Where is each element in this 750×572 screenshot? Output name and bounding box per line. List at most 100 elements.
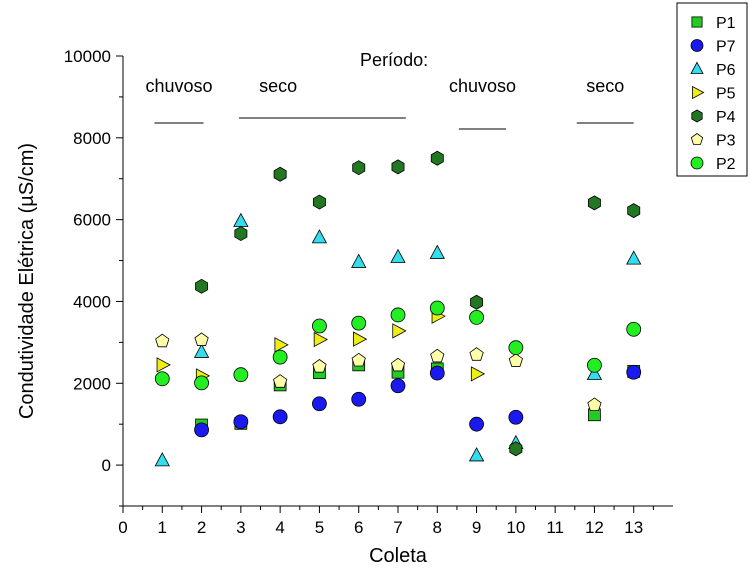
x-tick-label: 2 [197,518,206,537]
data-point [587,195,601,211]
data-point [272,349,288,365]
legend-box [676,2,748,177]
data-point [468,447,485,462]
data-point [195,278,209,294]
data-point [272,409,288,425]
data-point [233,212,249,227]
legend-label: P2 [716,156,736,173]
data-point [627,203,641,219]
data-point [311,229,328,244]
legend-marker [692,85,705,100]
axes: 0 1 2 3 4 5 6 7 8 9 10 11 12 130200040006000800010000… [16,47,673,567]
x-tick-label: 10 [506,518,525,537]
data-point [508,409,524,425]
x-tick-label: 8 [433,518,442,537]
y-tick-label: 6000 [73,211,111,230]
data-point [429,300,445,316]
series-p7 [194,364,642,438]
data-point [194,332,209,346]
data-point [312,194,326,210]
data-point [508,353,523,367]
series-p6 [154,212,642,467]
data-point [194,422,209,438]
data-point [313,331,328,348]
period-label: seco [259,76,297,96]
data-point [233,414,249,430]
y-tick-label: 2000 [73,374,111,393]
legend-marker [690,61,704,74]
data-point [392,323,407,339]
series-p1 [195,358,641,432]
data-point [351,315,367,331]
period-label: chuvoso [449,76,516,96]
series-p5 [156,308,486,384]
legend-label: P4 [716,109,736,126]
data-point [154,371,170,387]
x-tick-label: 0 [118,518,127,537]
data-point [351,352,366,367]
data-point [509,441,523,457]
x-tick-label: 9 [472,518,481,537]
data-point [352,160,366,176]
period-label: seco [586,76,624,96]
data-points [154,150,642,467]
legend-marker [691,16,703,28]
x-tick-label: 5 [315,518,324,537]
data-point [312,396,327,412]
data-point [469,416,484,432]
data-point [193,343,210,358]
data-point [469,310,484,325]
data-point [312,359,327,373]
data-point [351,391,367,407]
period-title: Período: [360,50,428,70]
data-point [156,357,171,373]
legend-label: P5 [716,86,736,103]
x-tick-label: 12 [585,518,604,537]
y-axis-title: Condutividade Elétrica (µS/cm) [16,143,38,419]
data-point [586,365,603,380]
x-axis-title: Coleta [369,545,428,567]
data-point [429,244,445,259]
legend-label: P1 [716,15,736,32]
y-tick-label: 8000 [73,129,111,148]
x-tick-label: 4 [275,518,284,537]
data-point [429,365,445,381]
data-point [626,250,642,265]
data-point [587,357,602,373]
data-point [626,364,642,380]
x-tick-label: 7 [393,518,402,537]
series-p3 [155,332,602,412]
series-p2 [154,300,642,391]
data-point [273,374,288,388]
data-point [234,226,248,242]
data-point [469,347,484,361]
y-tick-label: 10000 [64,47,111,66]
data-point [154,452,170,467]
period-label: chuvoso [145,76,212,96]
x-tick-label: 1 [158,518,167,537]
legend-label: P6 [716,62,736,79]
data-point [194,375,209,391]
y-tick-label: 4000 [73,292,111,311]
series-p4 [195,150,641,457]
legend-label: P3 [716,133,736,150]
data-point [274,337,289,353]
data-point [626,321,642,337]
data-point [233,367,249,383]
legend-marker [691,109,703,123]
data-point [351,253,367,268]
data-point [508,340,524,356]
data-point [470,366,486,382]
legend-marker [690,156,704,170]
data-point [155,333,170,348]
data-point [353,331,368,347]
x-tick-label: 13 [624,518,643,537]
y-tick-label: 0 [102,456,111,475]
data-point [430,348,445,363]
legend-marker [690,133,704,145]
x-tick-label: 6 [354,518,363,537]
data-point [470,294,484,310]
data-point [390,378,406,394]
data-point [587,397,602,412]
data-point [312,318,327,334]
